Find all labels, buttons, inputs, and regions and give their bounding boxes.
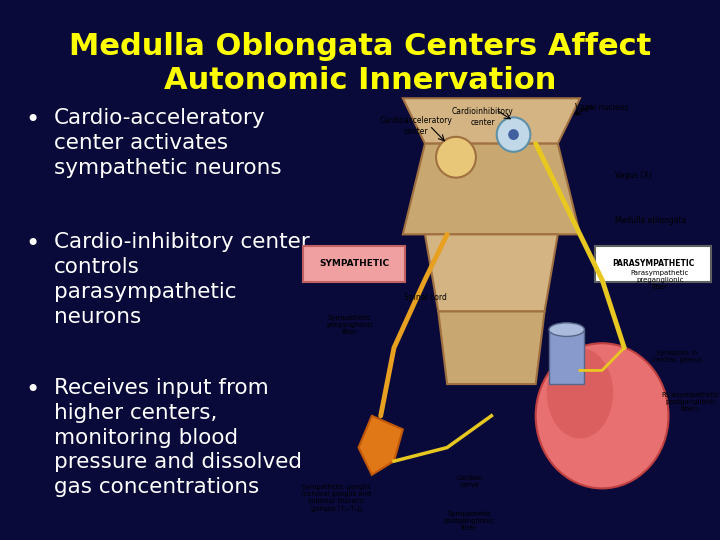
Text: Sympathetic
preganglionic
fiber: Sympathetic preganglionic fiber — [326, 315, 374, 335]
Text: Cardio-acceleratory
center activates
sympathetic neurons: Cardio-acceleratory center activates sym… — [54, 108, 282, 178]
Text: Cardioinhibitory
center: Cardioinhibitory center — [451, 107, 513, 127]
Circle shape — [508, 129, 519, 140]
FancyBboxPatch shape — [303, 246, 405, 282]
Ellipse shape — [546, 348, 613, 438]
Text: Parasympathetic
postganglionic
fibers: Parasympathetic postganglionic fibers — [662, 392, 720, 412]
Text: Synapses in
cardiac plexus: Synapses in cardiac plexus — [652, 350, 703, 363]
Text: Vagal nucleus: Vagal nucleus — [575, 103, 629, 112]
Bar — [549, 329, 585, 384]
Text: Parasympathetic
preganglionic
fiber: Parasympathetic preganglionic fiber — [631, 269, 689, 290]
Text: Spinal cord: Spinal cord — [403, 293, 446, 302]
Text: Sympathetic
postganglionic
fiber: Sympathetic postganglionic fiber — [444, 511, 495, 531]
Text: •: • — [25, 108, 40, 132]
Polygon shape — [403, 144, 580, 234]
Text: PARASYMPATHETIC: PARASYMPATHETIC — [612, 259, 694, 268]
Polygon shape — [403, 98, 580, 144]
Circle shape — [436, 137, 476, 178]
Text: Cardiac
nerve: Cardiac nerve — [456, 475, 482, 488]
Text: Medulla Oblongata Centers Affect
Autonomic Innervation: Medulla Oblongata Centers Affect Autonom… — [69, 32, 651, 95]
FancyBboxPatch shape — [595, 246, 711, 282]
Text: Medulla oblongata: Medulla oblongata — [616, 216, 687, 225]
Text: Cardio-inhibitory center
controls
parasympathetic
neurons: Cardio-inhibitory center controls parasy… — [54, 232, 310, 327]
Polygon shape — [359, 416, 403, 475]
Text: Sympathetic ganglia
(cervical ganglia and
superior thoracic
ganglia [T₁–T₄]): Sympathetic ganglia (cervical ganglia an… — [302, 484, 372, 512]
Ellipse shape — [536, 343, 668, 488]
Polygon shape — [438, 312, 544, 384]
Circle shape — [497, 117, 531, 152]
Text: Receives input from
higher centers,
monitoring blood
pressure and dissolved
gas : Receives input from higher centers, moni… — [54, 378, 302, 497]
Polygon shape — [425, 234, 558, 312]
Text: SYMPATHETIC: SYMPATHETIC — [319, 259, 390, 268]
Text: •: • — [25, 378, 40, 402]
Ellipse shape — [549, 323, 585, 336]
Text: Vagus (X): Vagus (X) — [616, 171, 652, 180]
Text: •: • — [25, 232, 40, 256]
Text: Cardioacceleratory
center: Cardioacceleratory center — [379, 117, 453, 136]
